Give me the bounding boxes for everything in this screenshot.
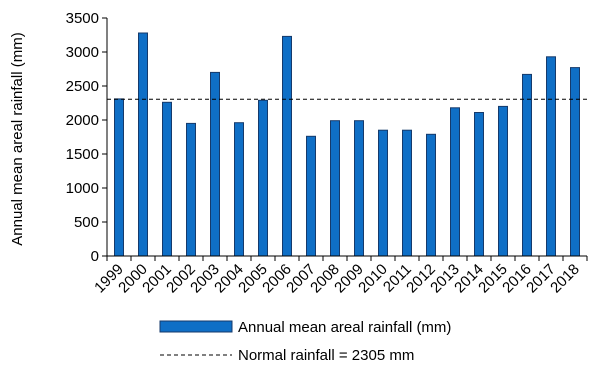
y-tick-label-2500: 2500	[66, 78, 99, 95]
bar-2000	[138, 32, 148, 257]
bar-2012	[426, 133, 436, 257]
y-tick-label-3500: 3500	[66, 10, 99, 27]
legend-swatch-bar	[159, 320, 233, 333]
y-tick-label-500: 500	[74, 214, 99, 231]
legend: Annual mean areal rainfall (mm) Normal r…	[159, 319, 451, 364]
bar-2008	[330, 120, 340, 257]
bar-2014	[474, 112, 484, 257]
plot-area	[107, 32, 587, 257]
bar-2017	[546, 56, 556, 257]
bar-2007	[306, 135, 316, 257]
bar-2016	[522, 73, 532, 257]
bar-2006	[282, 35, 292, 257]
y-tick-label-2000: 2000	[66, 112, 99, 129]
legend-label-bar: Annual mean areal rainfall (mm)	[238, 319, 451, 336]
bar-2015	[498, 105, 508, 257]
y-tick-label-3000: 3000	[66, 44, 99, 61]
bar-2003	[210, 71, 220, 257]
bar-2010	[378, 129, 388, 257]
bar-2004	[234, 122, 244, 257]
bar-2013	[450, 107, 460, 257]
bar-2001	[162, 101, 172, 257]
bar-2009	[354, 120, 364, 257]
y-tick-label-1000: 1000	[66, 180, 99, 197]
bar-2005	[258, 99, 268, 257]
bar-2011	[402, 129, 412, 257]
y-tick-label-0: 0	[91, 248, 99, 265]
y-axis-title: Annual mean areal rainfall (mm)	[9, 32, 26, 245]
bar-1999	[114, 98, 124, 257]
y-tick-label-1500: 1500	[66, 146, 99, 163]
legend-label-line: Normal rainfall = 2305 mm	[238, 347, 414, 364]
x-tick-label-2018: 2018	[547, 261, 583, 297]
bar-2018	[570, 67, 580, 257]
bar-2002	[186, 122, 196, 257]
